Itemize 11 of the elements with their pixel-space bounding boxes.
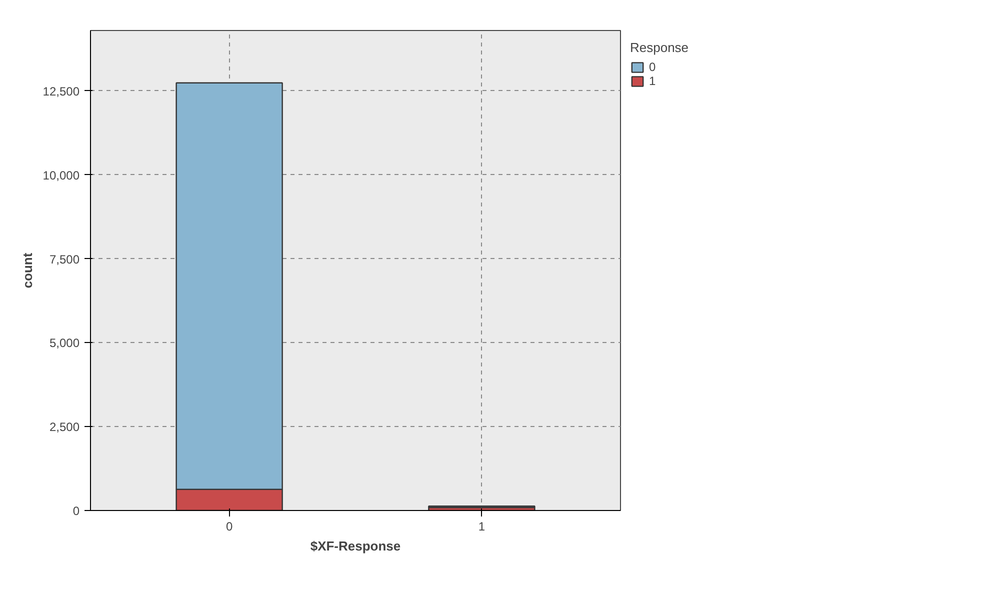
legend-label: 1	[649, 74, 657, 88]
y-tick-label: 0	[72, 504, 80, 518]
y-tick-label: 7,500	[49, 252, 80, 266]
y-tick-label: 5,000	[49, 336, 80, 350]
y-tick-label: 2,500	[49, 420, 80, 434]
y-tick-label: 10,000	[42, 168, 80, 182]
x-axis-title: $XF-Response	[310, 538, 401, 554]
legend-title: Response	[630, 40, 689, 55]
y-tick-label: 12,500	[42, 84, 80, 98]
legend-label: 0	[649, 60, 657, 74]
y-axis-title: count	[20, 252, 35, 288]
